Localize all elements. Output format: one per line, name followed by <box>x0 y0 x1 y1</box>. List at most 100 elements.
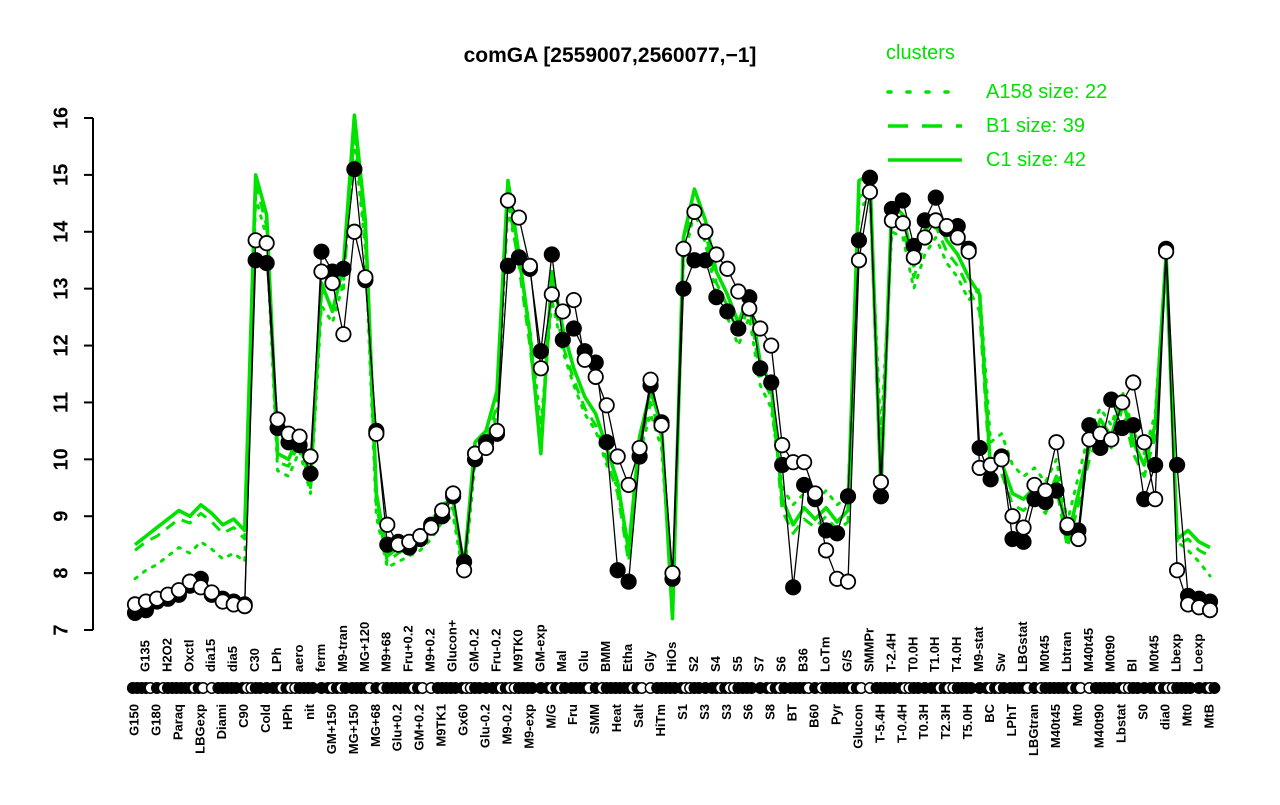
x-category-label: MG+150 <box>346 704 361 754</box>
open-data-point <box>488 422 506 439</box>
open-data-point <box>510 209 528 226</box>
x-category-label: HiOs <box>664 642 679 672</box>
filled-data-point <box>499 257 517 275</box>
filled-data-point <box>1015 533 1032 550</box>
x-category-label: nit <box>302 703 317 720</box>
x-category-label: LPhT <box>1004 704 1019 737</box>
open-data-point <box>916 229 933 246</box>
x-category-label: S1 <box>675 704 690 720</box>
open-data-point <box>1158 243 1175 260</box>
x-category-label: Lbtran <box>1059 632 1074 673</box>
x-category-label: GM+0.2 <box>412 704 427 751</box>
filled-data-point <box>510 249 528 266</box>
open-data-point <box>708 246 725 263</box>
x-category-label: Diami <box>214 704 229 739</box>
filled-data-point <box>708 289 725 306</box>
open-data-point <box>576 351 593 368</box>
x-category-label: S6 <box>774 656 789 672</box>
x-category-label: Etha <box>620 643 635 672</box>
filled-data-point <box>971 439 988 457</box>
open-data-point <box>1059 516 1076 533</box>
x-category-label: S8 <box>763 704 778 720</box>
open-data-point <box>1168 562 1186 579</box>
x-category-label: T5.0H <box>960 704 975 739</box>
x-category-label: HPh <box>280 704 295 730</box>
x-category-label: Heat <box>609 703 624 732</box>
x-category-label: M40t45 <box>1081 628 1096 672</box>
x-category-label: Fru <box>565 704 580 725</box>
open-data-point <box>960 243 977 260</box>
x-category-label: M40t90 <box>1092 704 1107 748</box>
filled-data-point <box>752 360 769 377</box>
filled-data-point <box>302 465 319 482</box>
x-category-label: dia0 <box>1158 704 1173 730</box>
open-data-point <box>620 476 637 494</box>
x-category-label: GM+150 <box>324 704 339 754</box>
filled-data-point <box>785 579 802 596</box>
open-data-point <box>807 485 824 502</box>
open-data-point <box>324 274 341 292</box>
open-data-point <box>686 203 703 220</box>
filled-data-point <box>258 254 275 272</box>
open-data-point <box>938 217 955 235</box>
x-category-label: T1.0H <box>927 637 942 672</box>
x-category-label: ferm <box>313 644 328 672</box>
x-category-label: SMMPr <box>861 628 876 672</box>
x-category-label: Lbexp <box>1169 634 1184 672</box>
x-category-label: H2O2 <box>159 638 174 672</box>
open-data-point <box>499 192 517 209</box>
x-category-label: T2.3H <box>938 704 953 739</box>
filled-data-point <box>828 525 846 542</box>
legend-line-sample-solid <box>888 158 962 162</box>
x-category-label: Oxctl <box>181 639 196 672</box>
x-category-label: Cold <box>258 704 273 733</box>
open-data-point <box>598 397 615 414</box>
x-category-label: MG+68 <box>368 704 383 747</box>
legend-line-sample-dashed <box>888 124 962 128</box>
y-tick-label: 8 <box>50 568 72 579</box>
x-category-label: Pyr <box>828 704 843 725</box>
x-category-label: LBGexp <box>192 704 207 754</box>
open-data-point <box>543 286 560 303</box>
legend-entry-B1: B1 size: 39 <box>886 109 1107 143</box>
filled-data-point <box>598 434 615 451</box>
x-category-label: S3 <box>719 704 734 720</box>
x-category-label: S3 <box>697 704 712 720</box>
x-category-label: Glucon <box>850 704 865 749</box>
x-category-label: S5 <box>730 656 745 672</box>
filled-data-point <box>1168 456 1186 474</box>
filled-data-point <box>346 161 363 178</box>
filled-data-point <box>620 573 637 590</box>
x-category-label: S4 <box>708 655 723 672</box>
open-data-point <box>730 283 747 300</box>
open-data-point <box>905 249 922 266</box>
x-category-label: Fru+0.2 <box>401 625 416 672</box>
x-category-label: SMM <box>587 704 602 734</box>
x-category-label: aero <box>291 644 306 672</box>
x-category-label: Glu-0.2 <box>477 704 492 748</box>
y-tick-label: 16 <box>50 107 72 129</box>
filled-data-point <box>609 562 626 579</box>
open-data-point <box>477 439 495 457</box>
open-data-point <box>203 584 220 601</box>
filled-data-point <box>532 343 549 360</box>
open-data-point <box>949 229 966 246</box>
x-category-label: M9-tran <box>335 625 350 672</box>
x-category-label: BT <box>785 704 800 721</box>
open-data-point <box>719 260 736 277</box>
x-category-label: M9-0.2 <box>499 704 514 744</box>
x-category-label: M40t45 <box>1048 704 1063 748</box>
x-category-label: Bl <box>1125 659 1140 672</box>
filled-data-point <box>543 246 560 263</box>
y-tick-label: 10 <box>50 448 72 470</box>
open-data-point <box>631 439 648 457</box>
x-category-label: G180 <box>148 704 163 736</box>
open-data-point <box>1201 601 1219 619</box>
open-data-point <box>763 337 780 354</box>
filled-data-point <box>554 331 571 348</box>
x-category-label: Fru-0.2 <box>488 629 503 672</box>
legend-entries: A158 size: 22 B1 size: 39 C1 size: 42 <box>886 75 1107 177</box>
x-category-label: T-5.4H <box>872 704 887 743</box>
x-category-label: GM-exp <box>532 624 547 672</box>
